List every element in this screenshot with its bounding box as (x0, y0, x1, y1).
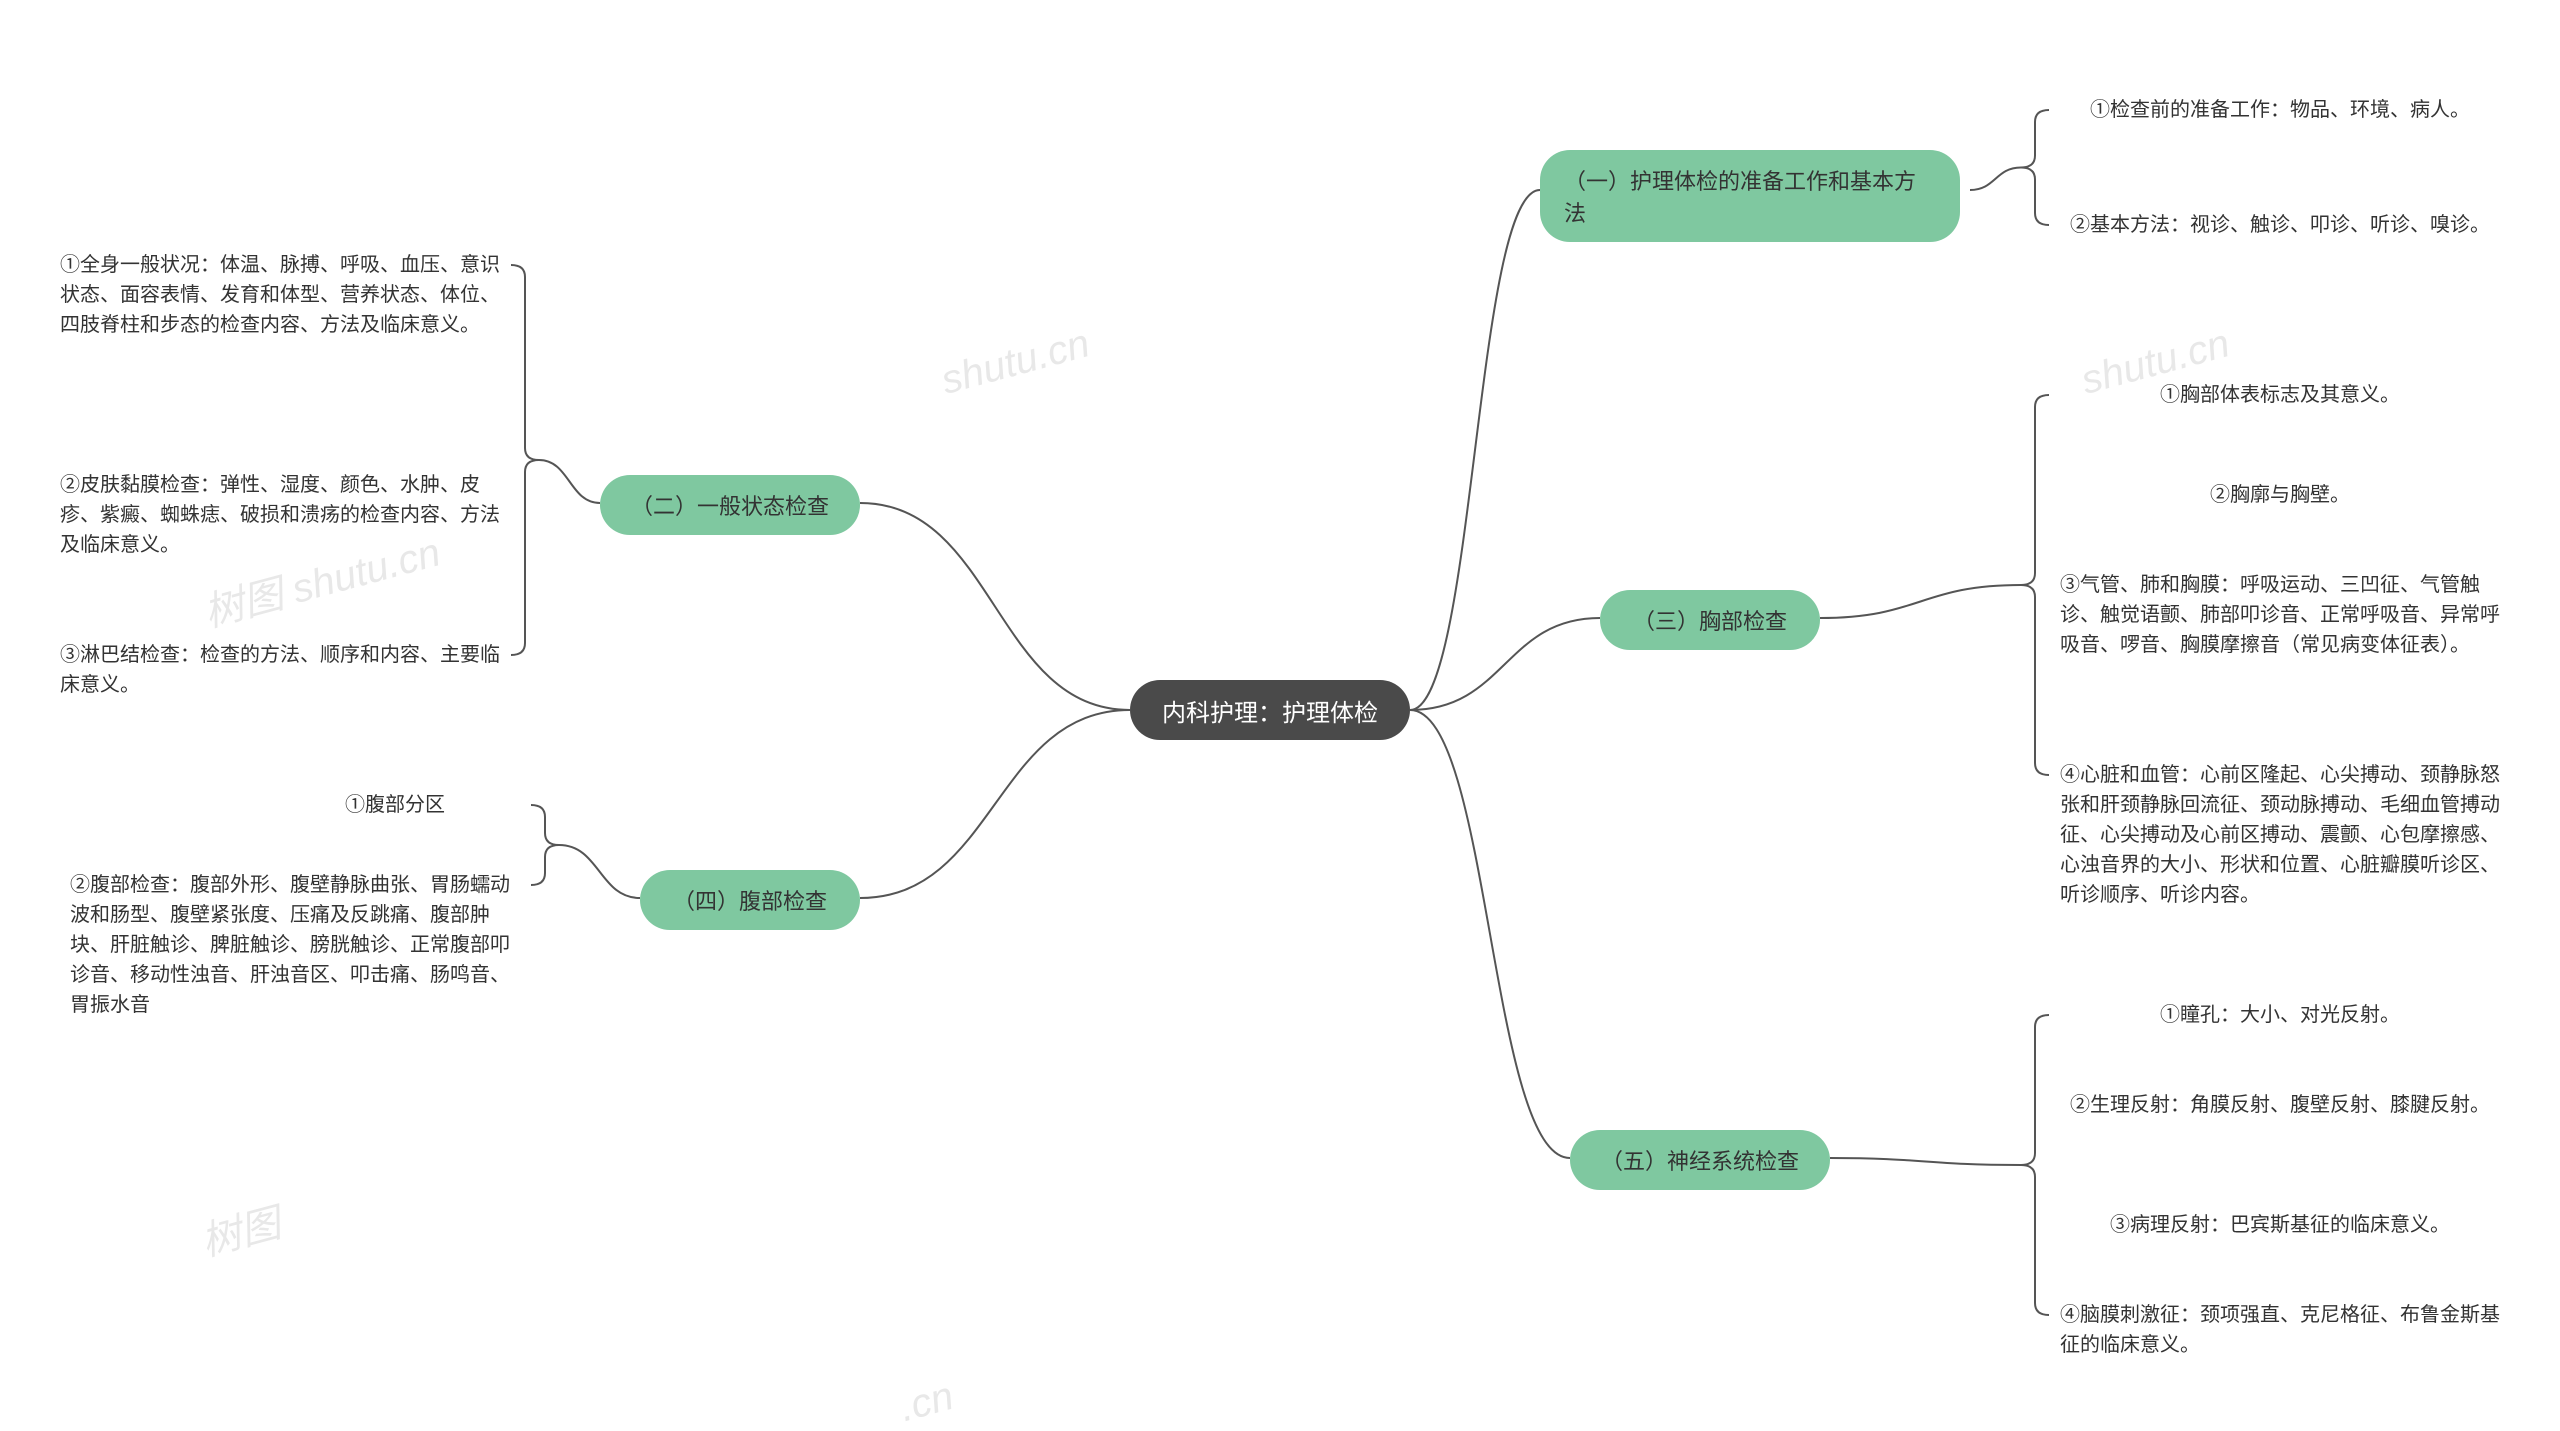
leaf-node: ①全身一般状况：体温、脉搏、呼吸、血压、意识状态、面容表情、发育和体型、营养状态… (60, 250, 500, 340)
branch-node[interactable]: （二）一般状态检查 (600, 475, 860, 535)
leaf-node: ②胸廓与胸壁。 (2060, 480, 2500, 510)
leaf-node: ②腹部检查：腹部外形、腹壁静脉曲张、胃肠蠕动波和肠型、腹壁紧张度、压痛及反跳痛、… (70, 870, 510, 1020)
leaf-node: ①胸部体表标志及其意义。 (2060, 380, 2500, 410)
leaf-node: ①检查前的准备工作：物品、环境、病人。 (2060, 95, 2500, 125)
leaf-node: ①瞳孔：大小、对光反射。 (2060, 1000, 2500, 1030)
branch-node[interactable]: （五）神经系统检查 (1570, 1130, 1830, 1190)
branch-node[interactable]: （一）护理体检的准备工作和基本方法 (1540, 150, 1960, 242)
branch-node[interactable]: （三）胸部检查 (1600, 590, 1820, 650)
root-node[interactable]: 内科护理：护理体检 (1130, 680, 1410, 740)
leaf-node: ②生理反射：角膜反射、腹壁反射、膝腱反射。 (2060, 1090, 2500, 1120)
branch-node[interactable]: （四）腹部检查 (640, 870, 860, 930)
leaf-node: ②皮肤黏膜检查：弹性、湿度、颜色、水肿、皮疹、紫癜、蜘蛛痣、破损和溃疡的检查内容… (60, 470, 500, 560)
leaf-node: ②基本方法：视诊、触诊、叩诊、听诊、嗅诊。 (2060, 210, 2500, 240)
leaf-node: ③淋巴结检查：检查的方法、顺序和内容、主要临床意义。 (60, 640, 500, 700)
leaf-node: ①腹部分区 (270, 790, 520, 820)
leaf-node: ③气管、肺和胸膜：呼吸运动、三凹征、气管触诊、触觉语颤、肺部叩诊音、正常呼吸音、… (2060, 570, 2500, 660)
leaf-node: ④脑膜刺激征：颈项强直、克尼格征、布鲁金斯基征的临床意义。 (2060, 1300, 2500, 1360)
leaf-node: ④心脏和血管：心前区隆起、心尖搏动、颈静脉怒张和肝颈静脉回流征、颈动脉搏动、毛细… (2060, 760, 2500, 910)
leaf-node: ③病理反射：巴宾斯基征的临床意义。 (2060, 1210, 2500, 1240)
